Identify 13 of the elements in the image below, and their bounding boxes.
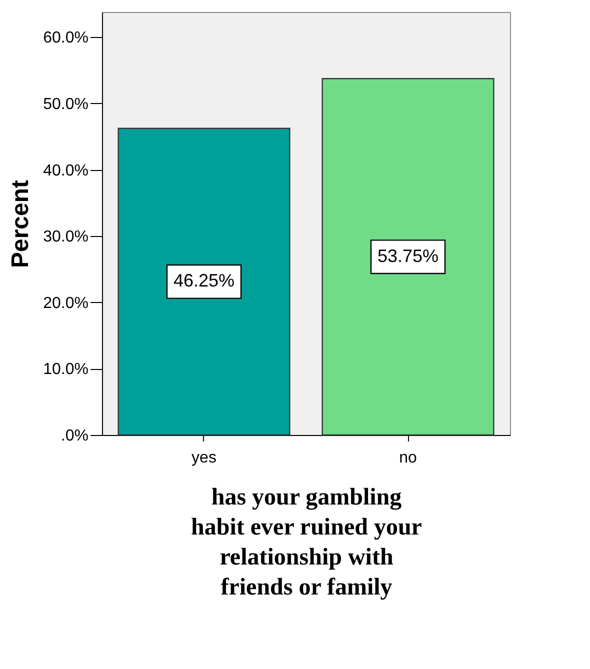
x-tick-label: no [399, 450, 417, 466]
y-tick-label: .0% [60, 428, 88, 444]
y-tick-label: 50.0% [43, 96, 88, 113]
y-tick-label: 40.0% [43, 162, 88, 180]
y-tick-label: 10.0% [43, 361, 88, 378]
data-label: 46.25% [173, 270, 235, 291]
data-label: 53.75% [377, 246, 439, 266]
x-tick-label: yes [192, 450, 216, 466]
y-axis-title: Percent [7, 180, 34, 268]
y-tick-label: 60.0% [43, 30, 88, 47]
y-tick-label: 30.0% [43, 228, 88, 246]
x-axis-title: has your gambling habit ever ruined your relationship with friends or family [191, 484, 422, 600]
y-tick-label: 20.0% [43, 294, 88, 312]
